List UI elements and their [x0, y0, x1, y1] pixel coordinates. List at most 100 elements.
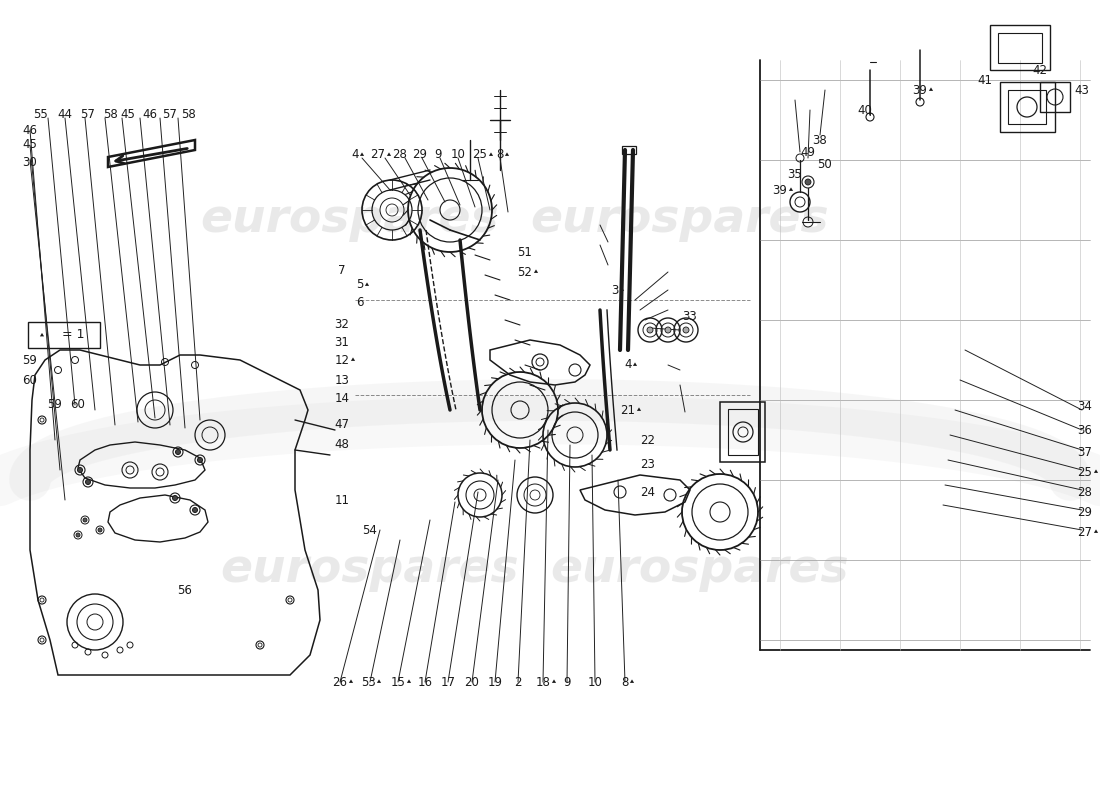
Text: = 1: = 1: [62, 329, 85, 342]
Text: 60: 60: [70, 398, 86, 411]
Text: 36: 36: [1078, 423, 1092, 437]
Polygon shape: [789, 187, 793, 191]
Text: 45: 45: [23, 138, 37, 151]
Text: 53: 53: [361, 675, 375, 689]
Text: 56: 56: [177, 583, 192, 597]
Polygon shape: [928, 87, 933, 91]
Polygon shape: [552, 679, 557, 683]
Text: 25: 25: [1078, 466, 1092, 478]
Bar: [1040, 82, 1070, 112]
Bar: [28, 322, 100, 348]
Text: 9: 9: [434, 149, 442, 162]
Bar: [728, 409, 758, 455]
Text: 4: 4: [351, 149, 359, 162]
Text: 57: 57: [163, 109, 177, 122]
Text: 5: 5: [356, 278, 364, 291]
Text: 30: 30: [23, 155, 37, 169]
Text: 45: 45: [121, 109, 135, 122]
Text: 49: 49: [801, 146, 815, 158]
Circle shape: [173, 495, 177, 501]
Bar: [1000, 82, 1055, 132]
Text: 23: 23: [640, 458, 656, 471]
Polygon shape: [1093, 530, 1098, 533]
Text: 21: 21: [620, 403, 636, 417]
Text: 60: 60: [23, 374, 37, 386]
Text: 50: 50: [817, 158, 833, 171]
Text: 16: 16: [418, 675, 432, 689]
Text: 27: 27: [371, 149, 385, 162]
Text: 59: 59: [23, 354, 37, 366]
Text: 8: 8: [496, 149, 504, 162]
Text: 59: 59: [47, 398, 63, 411]
Polygon shape: [620, 287, 624, 291]
Text: 43: 43: [1075, 83, 1089, 97]
Circle shape: [77, 467, 82, 473]
Polygon shape: [1093, 470, 1098, 473]
Text: 24: 24: [640, 486, 656, 498]
Text: 31: 31: [334, 335, 350, 349]
Text: 10: 10: [587, 675, 603, 689]
Circle shape: [176, 450, 180, 454]
Text: 41: 41: [978, 74, 992, 86]
Text: 3: 3: [612, 283, 618, 297]
Polygon shape: [365, 282, 370, 286]
Text: 8: 8: [621, 675, 629, 689]
Text: 55: 55: [33, 109, 47, 122]
Text: 47: 47: [334, 418, 350, 431]
Text: 29: 29: [412, 149, 428, 162]
Circle shape: [98, 528, 102, 532]
Text: 9: 9: [563, 675, 571, 689]
Text: 29: 29: [1078, 506, 1092, 518]
Text: eurospares: eurospares: [530, 198, 829, 242]
Text: 20: 20: [464, 675, 480, 689]
Text: 46: 46: [143, 109, 157, 122]
Bar: [998, 33, 1042, 63]
Polygon shape: [377, 679, 381, 683]
Text: 28: 28: [393, 149, 407, 162]
Text: 58: 58: [102, 109, 118, 122]
Polygon shape: [349, 679, 353, 683]
Circle shape: [683, 327, 689, 333]
Text: 40: 40: [858, 103, 872, 117]
Circle shape: [647, 327, 653, 333]
Text: 6: 6: [356, 295, 364, 309]
Text: 10: 10: [451, 149, 465, 162]
Polygon shape: [387, 152, 392, 156]
Text: 42: 42: [1033, 63, 1047, 77]
Text: 33: 33: [683, 310, 697, 323]
Circle shape: [82, 518, 87, 522]
Text: 11: 11: [334, 494, 350, 506]
Polygon shape: [360, 152, 364, 156]
Polygon shape: [632, 362, 637, 366]
Bar: [621, 146, 636, 154]
Text: 19: 19: [487, 675, 503, 689]
Text: 54: 54: [363, 523, 377, 537]
Text: 12: 12: [334, 354, 350, 366]
Text: 48: 48: [334, 438, 350, 451]
Text: 15: 15: [390, 675, 406, 689]
Polygon shape: [351, 358, 355, 361]
Text: 39: 39: [913, 83, 927, 97]
Text: eurospares: eurospares: [221, 547, 519, 593]
Text: 34: 34: [1078, 401, 1092, 414]
Bar: [1008, 90, 1046, 124]
Polygon shape: [407, 679, 411, 683]
Polygon shape: [488, 152, 493, 156]
Text: 13: 13: [334, 374, 350, 386]
Polygon shape: [40, 333, 44, 336]
Polygon shape: [637, 407, 641, 411]
Text: 25: 25: [473, 149, 487, 162]
Text: 2: 2: [515, 675, 521, 689]
Text: 35: 35: [788, 169, 802, 182]
Text: 32: 32: [334, 318, 350, 331]
Text: 18: 18: [536, 675, 550, 689]
Circle shape: [198, 458, 202, 462]
Text: 57: 57: [80, 109, 96, 122]
Polygon shape: [505, 152, 509, 156]
Text: 4: 4: [625, 358, 631, 371]
Text: 58: 58: [180, 109, 196, 122]
Text: 26: 26: [332, 675, 348, 689]
Bar: [990, 25, 1050, 70]
Circle shape: [76, 533, 80, 537]
Text: 44: 44: [57, 109, 73, 122]
